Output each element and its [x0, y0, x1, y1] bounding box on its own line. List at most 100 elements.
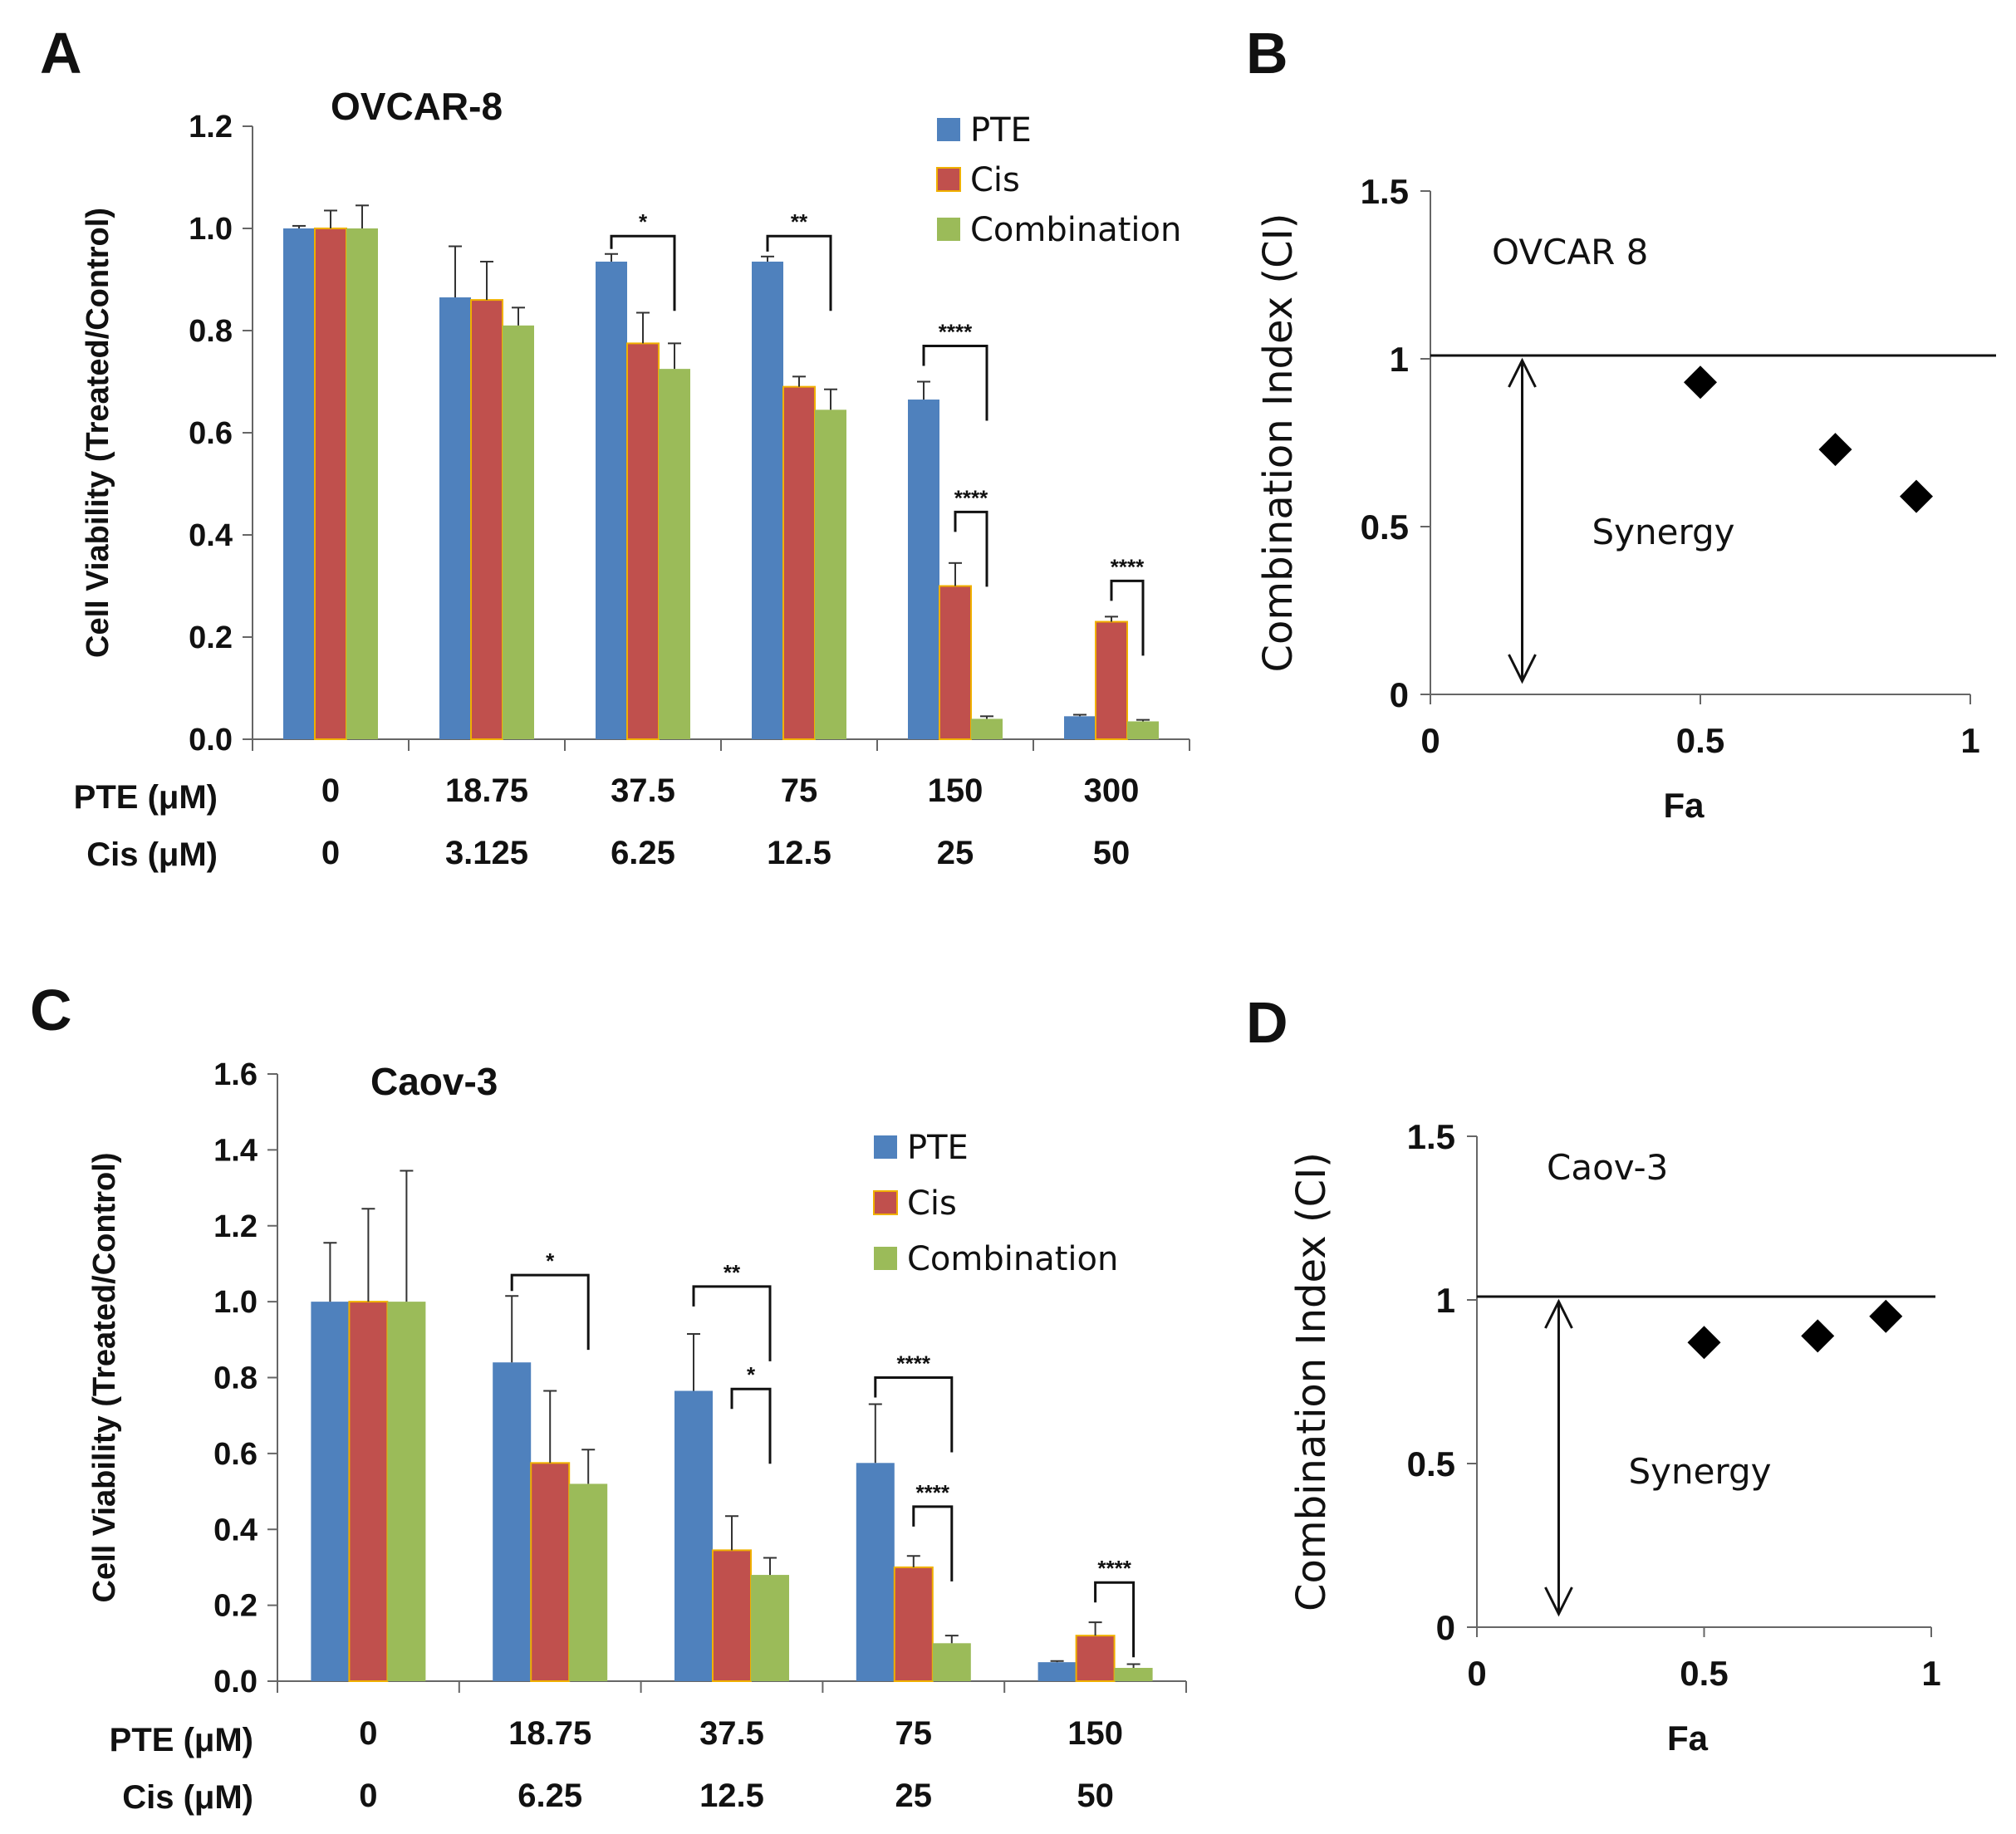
chart-title: Caov-3: [370, 1060, 498, 1103]
synergy-arrow-head-bottom: [1508, 654, 1537, 684]
y-tick-label: 1: [1436, 1281, 1455, 1320]
cis-dose-label: 0: [359, 1778, 377, 1814]
cis-dose-label: 25: [895, 1778, 933, 1814]
synergy-label: Synergy: [1592, 512, 1735, 552]
x-tick-label: 0: [1467, 1654, 1486, 1693]
cis-dose-label: 50: [1077, 1778, 1114, 1814]
cis-dose-label: 12.5: [699, 1778, 764, 1814]
y-tick-label: 0: [1436, 1608, 1455, 1647]
cis-bar: [782, 385, 816, 740]
y-tick-label: 0.5: [1361, 508, 1409, 547]
y-tick-label: 1.5: [1407, 1117, 1455, 1156]
y-tick-label: 0.2: [189, 620, 233, 655]
legend-label-cis: Cis: [970, 161, 1020, 199]
pte-dose-label: 150: [928, 772, 983, 809]
y-tick-label: 0.6: [189, 416, 233, 451]
ci-data-point: [1869, 1299, 1903, 1333]
x-tick-label: 0.5: [1680, 1654, 1728, 1693]
combination-bar: [815, 409, 846, 739]
chart-d-caov3-ci: 0 0.5 1 1.5 0 0.5 1 Fa Combination Index (CI) Cao…: [1288, 1117, 1941, 1758]
pte-dose-label: 18.75: [445, 772, 528, 809]
y-tick-label: 1.2: [189, 110, 233, 145]
combination-bar: [971, 718, 1003, 739]
cis-dose-label: 6.25: [611, 835, 675, 871]
ci-data-point: [1801, 1319, 1835, 1353]
significance-bracket: [510, 1273, 590, 1351]
significance-bracket: [692, 1285, 772, 1361]
pte-bar: [1064, 716, 1096, 739]
pte-bar: [674, 1390, 713, 1681]
cis-dose-label: 25: [937, 835, 974, 871]
synergy-arrow-head-top: [1544, 1298, 1573, 1329]
pte-dose-label: 0: [321, 772, 340, 809]
pte-bar: [283, 228, 315, 739]
ci-data-point: [1818, 433, 1852, 467]
y-axis-title: Cell Viability (Treated/Control): [87, 1153, 122, 1603]
significance-bracket: [610, 234, 676, 311]
cis-dose-label: 3.125: [445, 835, 528, 871]
y-tick-label: 0.8: [213, 1361, 258, 1396]
significance-bracket: [912, 1505, 954, 1581]
significance-bracket: [922, 344, 988, 421]
significance-bracket: [1110, 579, 1145, 656]
significance-bracket: [766, 234, 832, 311]
pte-dose-label: 37.5: [611, 772, 675, 809]
significance-stars: ****: [897, 1351, 931, 1376]
significance-stars: ****: [939, 319, 973, 344]
cis-dose-label: 12.5: [767, 835, 831, 871]
combination-bar: [387, 1302, 426, 1681]
y-tick-label: 1.4: [213, 1133, 258, 1168]
synergy-arrow-head-bottom: [1544, 1586, 1573, 1617]
cis-bar: [626, 342, 660, 740]
pte-dose-label: 300: [1084, 772, 1140, 809]
x-tick-label: 0: [1420, 721, 1440, 760]
y-tick-label: 0.6: [213, 1437, 258, 1472]
legend-swatch-cis: [873, 1190, 898, 1215]
pte-dose-label: 0: [359, 1715, 377, 1752]
combination-bar: [1127, 721, 1159, 739]
x-tick-label: 1: [1921, 1654, 1940, 1693]
significance-stars: ****: [1097, 1556, 1131, 1581]
pte-bar: [908, 400, 939, 739]
legend-swatch-cis: [936, 167, 961, 192]
synergy-label: Synergy: [1628, 1451, 1771, 1492]
pte-dose-label: 150: [1067, 1715, 1123, 1752]
cis-bar: [348, 1301, 389, 1682]
significance-stars: ****: [916, 1480, 950, 1505]
pte-bar: [752, 261, 783, 740]
y-tick-label: 0.0: [189, 723, 233, 758]
cis-bar: [470, 299, 503, 741]
y-tick-label: 0.4: [213, 1513, 258, 1547]
significance-stars: *: [747, 1362, 756, 1387]
pte-bar: [439, 297, 471, 739]
x-axis-title: Fa: [1667, 1719, 1709, 1758]
y-tick-label: 0.0: [213, 1665, 258, 1699]
cis-row-label: Cis (μM): [122, 1779, 253, 1816]
pte-dose-label: 75: [781, 772, 818, 809]
pte-bar: [493, 1362, 532, 1681]
y-tick-label: 0.2: [213, 1589, 258, 1624]
ci-data-point: [1684, 365, 1717, 400]
chart-title: OVCAR 8: [1492, 232, 1648, 272]
pte-bar: [856, 1463, 895, 1681]
pte-dose-label: 37.5: [699, 1715, 764, 1752]
y-axis-title: Combination Index (CI): [1255, 213, 1302, 672]
pte-dose-label: 75: [895, 1715, 933, 1752]
pte-bar: [1037, 1662, 1077, 1681]
panel-label-a: A: [40, 21, 82, 86]
ci-data-point: [1900, 479, 1933, 513]
x-tick-label: 1: [1960, 721, 1979, 760]
combination-bar: [751, 1575, 789, 1681]
chart-b-ovcar8-ci: 0 0.5 1 1.5 0 0.5 1 Fa Combination Index (CI) OVC…: [1255, 172, 1996, 825]
significance-stars: ****: [954, 485, 988, 510]
y-tick-label: 1: [1390, 340, 1409, 379]
y-axis-title: Cell Viability (Treated/Control): [81, 208, 115, 658]
y-tick-label: 0.5: [1407, 1444, 1455, 1483]
y-tick-label: 1.6: [213, 1057, 258, 1092]
combination-bar: [503, 325, 534, 739]
legend-label-cis: Cis: [907, 1184, 957, 1223]
y-tick-label: 0: [1390, 675, 1409, 714]
combination-bar: [932, 1643, 971, 1681]
pte-bar: [311, 1302, 350, 1681]
